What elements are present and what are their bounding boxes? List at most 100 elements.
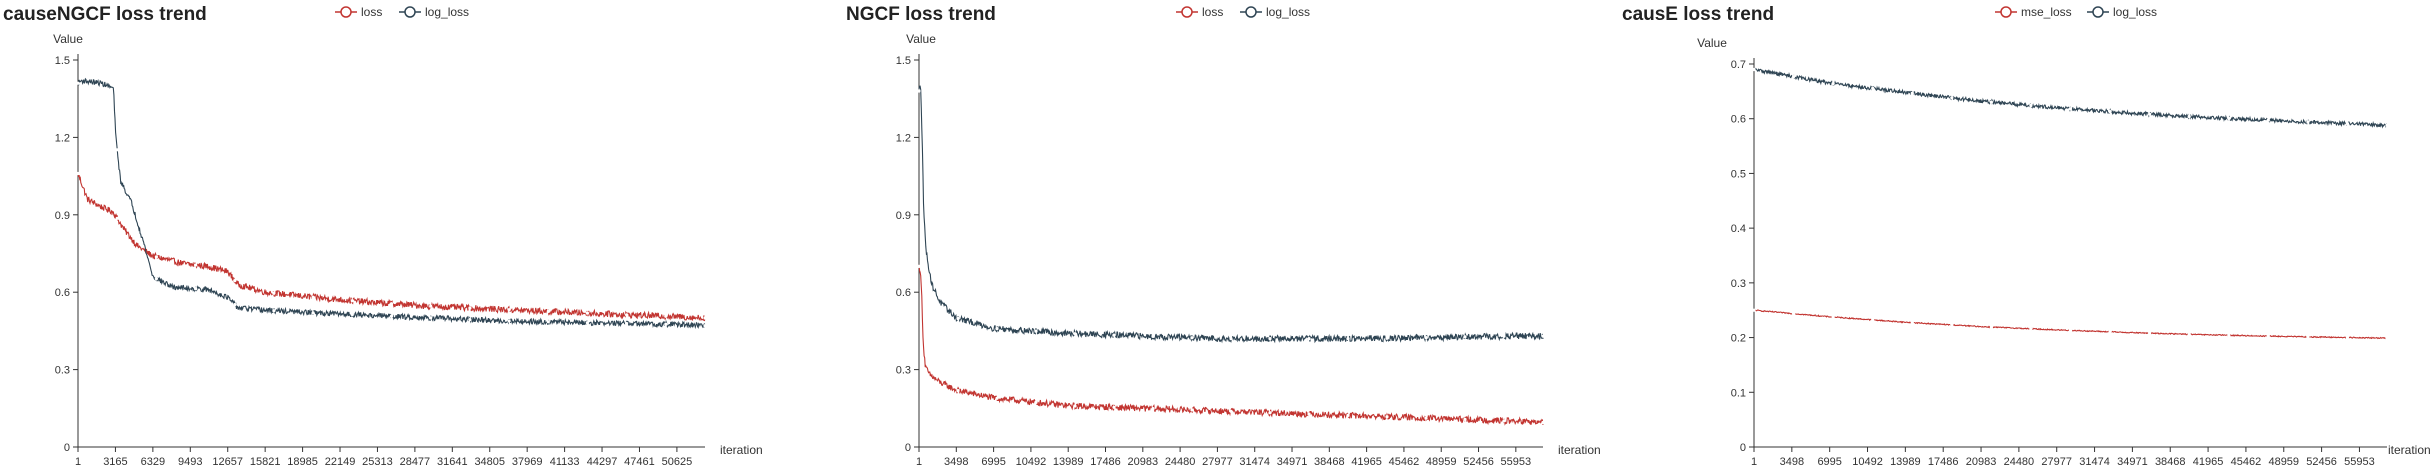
series-point bbox=[76, 171, 80, 176]
series-point bbox=[664, 314, 668, 318]
x-tick-label: 25313 bbox=[362, 456, 393, 468]
series-line-log-loss bbox=[1753, 67, 2388, 129]
series-point bbox=[2029, 103, 2033, 108]
series-point bbox=[1307, 412, 1311, 416]
series-point bbox=[1151, 407, 1155, 411]
series-line-log-loss bbox=[77, 77, 706, 330]
y-tick-label: 0.3 bbox=[896, 365, 911, 377]
y-tick-label: 1.5 bbox=[55, 55, 70, 67]
series-point bbox=[546, 309, 550, 313]
series-point bbox=[1034, 400, 1038, 404]
legend-label: log_loss bbox=[425, 5, 469, 19]
series-point bbox=[1034, 329, 1038, 333]
chart-panel-causengcf: causeNGCF loss trend loss log_loss Value … bbox=[0, 0, 811, 476]
y-tick-label: 0.6 bbox=[55, 287, 70, 299]
series-point bbox=[2345, 122, 2349, 126]
series-point bbox=[1073, 404, 1077, 408]
x-tick-label: 41133 bbox=[550, 456, 580, 468]
series-point bbox=[350, 299, 354, 303]
x-tick-label: 3165 bbox=[103, 456, 127, 468]
plot-area: 0 0.3 0.6 0.9 1.2 1.5 1 3165 6329 9493 12657 15821 1… bbox=[55, 54, 707, 468]
series-point bbox=[194, 263, 198, 267]
x-tick-label: 6329 bbox=[141, 456, 165, 468]
x-tick-label: 17486 bbox=[1928, 456, 1959, 468]
series-point bbox=[1910, 91, 1914, 95]
series-point bbox=[429, 304, 433, 308]
series-point bbox=[76, 81, 80, 85]
series-point bbox=[956, 389, 960, 393]
series-point bbox=[546, 320, 550, 324]
legend-label: loss bbox=[1202, 5, 1223, 19]
y-axis-label: Value bbox=[53, 32, 83, 46]
series-point bbox=[2266, 334, 2270, 338]
series-point bbox=[115, 148, 119, 152]
x-tick-label: 47461 bbox=[624, 456, 655, 468]
x-tick-label: 34805 bbox=[474, 456, 505, 468]
y-tick-label: 0.6 bbox=[896, 287, 911, 299]
x-tick-label: 34971 bbox=[1277, 456, 1308, 468]
plot-area: 0 0.1 0.2 0.3 0.4 0.5 0.6 0.7 1 3498 6995 10492 1398… bbox=[1731, 58, 2389, 468]
series-point bbox=[956, 316, 960, 321]
x-axis-label: iteration bbox=[1558, 443, 1601, 457]
y-tick-label: 0.7 bbox=[1731, 59, 1746, 71]
x-tick-label: 17486 bbox=[1090, 456, 1121, 468]
series-point bbox=[1989, 100, 1993, 104]
x-axis-label: iteration bbox=[720, 443, 763, 457]
x-tick-label: 13989 bbox=[1890, 456, 1921, 468]
legend-item-mse-loss[interactable]: mse_loss bbox=[1995, 5, 2072, 19]
series-point bbox=[507, 319, 511, 323]
x-tick-label: 13989 bbox=[1053, 456, 1084, 468]
series-point bbox=[1950, 323, 1954, 327]
legend-marker bbox=[1245, 6, 1257, 18]
series-point bbox=[1151, 334, 1155, 338]
x-tick-label: 10492 bbox=[1016, 456, 1047, 468]
x-tick-label: 1 bbox=[1751, 456, 1757, 468]
series-point bbox=[1871, 86, 1875, 90]
y-tick-label: 0 bbox=[64, 442, 70, 454]
legend-item-log-loss[interactable]: log_loss bbox=[2087, 5, 2157, 19]
series-point bbox=[1190, 336, 1194, 340]
series-point bbox=[2227, 333, 2231, 337]
series-point bbox=[2345, 335, 2349, 340]
series-point bbox=[311, 295, 315, 299]
y-tick-label: 0.1 bbox=[1731, 387, 1746, 399]
x-tick-label: 44297 bbox=[587, 456, 618, 468]
legend-item-loss[interactable]: loss bbox=[335, 5, 382, 19]
x-tick-label: 10492 bbox=[1852, 456, 1883, 468]
series-point bbox=[507, 308, 511, 312]
legend-item-loss[interactable]: loss bbox=[1176, 5, 1223, 19]
series-point bbox=[1871, 318, 1875, 322]
x-tick-label: 55953 bbox=[1501, 456, 1532, 468]
series-point bbox=[703, 316, 707, 320]
x-tick-label: 12657 bbox=[212, 456, 243, 468]
x-tick-label: 31641 bbox=[437, 456, 468, 468]
series-point bbox=[1268, 337, 1272, 341]
series-point bbox=[272, 291, 276, 295]
legend: loss log_loss bbox=[335, 5, 469, 19]
legend-item-log-loss[interactable]: log_loss bbox=[1240, 5, 1310, 19]
series-point bbox=[1502, 334, 1506, 338]
y-tick-label: 0.9 bbox=[896, 210, 911, 222]
series-point bbox=[1346, 337, 1350, 341]
legend-label: mse_loss bbox=[2021, 5, 2072, 19]
y-tick-label: 1.2 bbox=[55, 132, 70, 144]
series-point bbox=[311, 311, 315, 315]
series-point bbox=[1229, 337, 1233, 341]
x-tick-label: 37969 bbox=[512, 456, 543, 468]
series-point bbox=[703, 324, 707, 328]
series-point bbox=[468, 318, 472, 322]
series-point bbox=[1989, 325, 1993, 329]
series-point bbox=[1831, 82, 1835, 86]
y-tick-label: 0 bbox=[1740, 442, 1746, 454]
x-tick-label: 20983 bbox=[1128, 456, 1159, 468]
series-point bbox=[995, 327, 999, 331]
series-point bbox=[115, 216, 119, 220]
series-point bbox=[1502, 419, 1506, 423]
series-point bbox=[1346, 413, 1350, 417]
x-tick-label: 52456 bbox=[2306, 456, 2337, 468]
legend-item-log-loss[interactable]: log_loss bbox=[399, 5, 469, 19]
legend: mse_loss log_loss bbox=[1995, 5, 2157, 19]
legend-marker bbox=[2000, 6, 2012, 18]
x-tick-label: 3498 bbox=[1780, 456, 1804, 468]
series-point bbox=[1112, 333, 1116, 337]
